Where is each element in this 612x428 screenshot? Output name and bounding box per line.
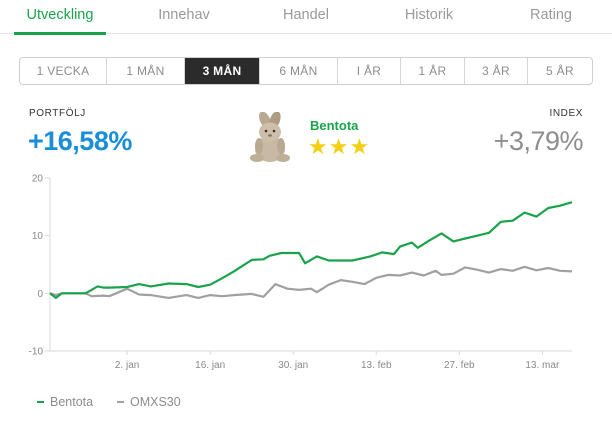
period-3-man[interactable]: 3 MÅN <box>185 58 260 84</box>
tab-utveckling[interactable]: Utveckling <box>14 0 106 35</box>
performance-chart: 20 10 0 -10 2. jan 16. jan 30. jan 13. feb 27. … <box>29 174 573 371</box>
x-tick-label: 13. mar <box>525 360 560 371</box>
tab-bar: Utveckling Innehav Handel Historik Ratin… <box>0 0 612 35</box>
plush-bunny-icon <box>250 112 290 162</box>
index-change: +3,79% <box>493 126 584 156</box>
y-tick-label: 10 <box>32 231 44 242</box>
legend-item-bentota[interactable]: Bentota <box>37 395 93 409</box>
y-tick-label: 20 <box>32 174 44 185</box>
period-1-man[interactable]: 1 MÅN <box>107 58 185 84</box>
legend-swatch-gray <box>117 401 124 403</box>
x-tick-label: 30. jan <box>278 360 308 371</box>
portfolio-change: +16,58% <box>28 126 132 156</box>
y-tick-label: -10 <box>29 347 44 358</box>
period-1-vecka[interactable]: 1 VECKA <box>20 58 107 84</box>
legend-item-omxs30[interactable]: OMXS30 <box>117 395 181 409</box>
series-line-bentota <box>49 201 573 299</box>
portfolio-label: PORTFÖLJ <box>29 108 86 119</box>
period-1-ar[interactable]: 1 ÅR <box>401 58 465 84</box>
y-tick-label: 0 <box>37 289 43 300</box>
index-label: INDEX <box>549 108 583 119</box>
rating-stars: ★★★ <box>308 134 371 159</box>
series-line-omxs30 <box>49 265 573 299</box>
legend-swatch-green <box>37 401 44 403</box>
x-tick-label: 16. jan <box>195 360 225 371</box>
y-axis: 20 10 0 -10 <box>29 174 51 358</box>
tab-historik[interactable]: Historik <box>404 7 454 23</box>
period-3-ar[interactable]: 3 ÅR <box>465 58 528 84</box>
period-selector: 1 VECKA 1 MÅN 3 MÅN 6 MÅN I ÅR 1 ÅR 3 ÅR… <box>19 57 593 85</box>
tab-innehav[interactable]: Innehav <box>158 7 210 23</box>
x-axis: 2. jan 16. jan 30. jan 13. feb 27. feb 13. ma… <box>50 350 572 371</box>
legend-label: OMXS30 <box>130 395 181 409</box>
x-tick-label: 13. feb <box>361 360 392 371</box>
fund-name[interactable]: Bentota <box>310 118 359 133</box>
period-5-ar[interactable]: 5 ÅR <box>546 64 574 78</box>
x-tick-label: 2. jan <box>115 360 139 371</box>
series-lines <box>49 201 573 299</box>
period-6-man[interactable]: 6 MÅN <box>260 58 338 84</box>
tab-rating[interactable]: Rating <box>530 7 572 23</box>
tab-handel[interactable]: Handel <box>283 7 329 23</box>
x-tick-label: 27. feb <box>444 360 475 371</box>
period-i-ar[interactable]: I ÅR <box>338 58 401 84</box>
legend-label: Bentota <box>50 395 94 409</box>
